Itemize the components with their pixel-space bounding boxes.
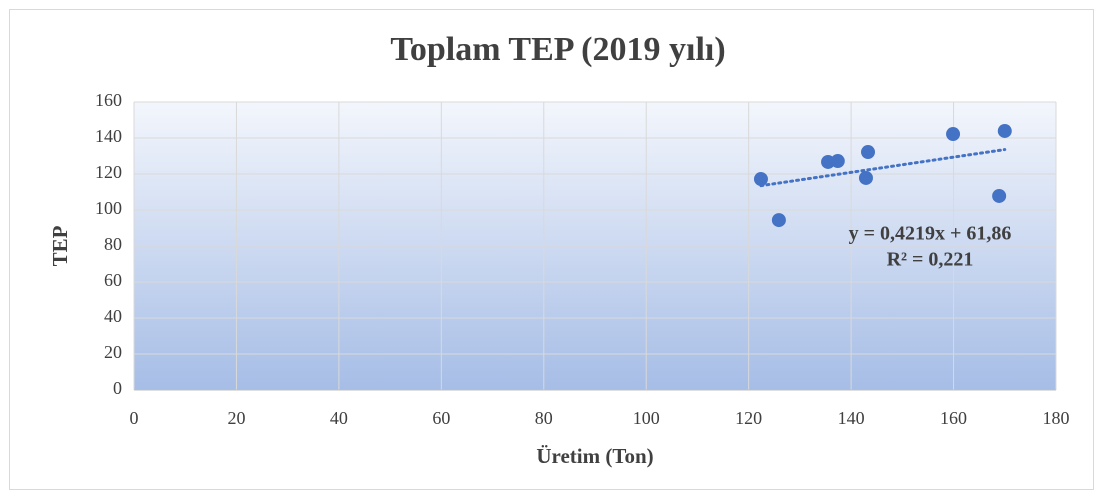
x-tick-label: 160 <box>940 408 967 428</box>
x-tick-label: 100 <box>633 408 660 428</box>
x-tick-label: 120 <box>735 408 762 428</box>
trendline-equation: y = 0,4219x + 61,86 <box>849 223 1012 245</box>
y-tick-label: 140 <box>95 126 122 146</box>
x-axis-label: Üretim (Ton) <box>536 444 653 468</box>
y-tick-label: 100 <box>95 198 122 218</box>
y-tick-label: 20 <box>104 342 122 362</box>
point <box>858 170 873 185</box>
point <box>946 127 961 142</box>
y-axis-label: TEP <box>48 225 72 266</box>
x-tick-label: 80 <box>535 408 553 428</box>
point <box>771 213 786 228</box>
y-tick-label: 40 <box>104 306 122 326</box>
chart-title: Toplam TEP (2019 yılı) <box>390 31 725 68</box>
x-tick-label: 0 <box>130 408 139 428</box>
y-tick-label: 0 <box>113 378 122 398</box>
point <box>861 145 876 160</box>
point <box>830 154 845 169</box>
trendline-r2: R² = 0,221 <box>887 249 974 271</box>
y-tick-label: 60 <box>104 270 122 290</box>
x-tick-label: 20 <box>227 408 245 428</box>
y-tick-label: 120 <box>95 162 122 182</box>
y-tick-label: 80 <box>104 234 122 254</box>
point <box>753 172 768 187</box>
x-tick-label: 60 <box>432 408 450 428</box>
point <box>992 188 1007 203</box>
x-tick-label: 140 <box>838 408 865 428</box>
trendline <box>759 148 1007 188</box>
x-tick-label: 40 <box>330 408 348 428</box>
point <box>997 123 1012 138</box>
x-tick-label: 180 <box>1043 408 1070 428</box>
y-tick-label: 160 <box>95 90 122 110</box>
